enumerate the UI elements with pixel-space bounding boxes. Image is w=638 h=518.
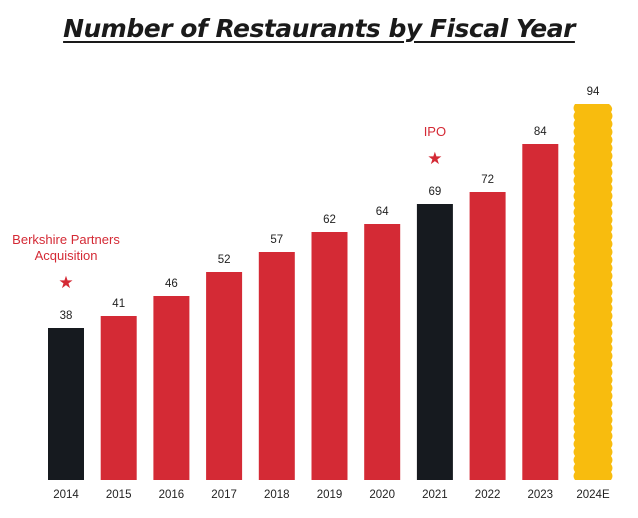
x-tick-2021: 2021 [422, 489, 448, 501]
x-tick-2015: 2015 [106, 489, 132, 501]
x-tick-2023: 2023 [528, 489, 554, 501]
x-axis-ticks: 2014 2015 2016 2017 2018 2019 2020 2021 2022 2023… [53, 489, 610, 501]
value-label-2014: 38 [60, 310, 73, 322]
bar-2015 [100, 316, 137, 480]
bars-layer [48, 104, 613, 480]
bar-2019 [311, 232, 348, 480]
annotation-star-2014: ★ [58, 273, 73, 293]
annotation-star-2021: ★ [427, 149, 442, 169]
bar-2020 [364, 224, 401, 480]
value-label-2021: 69 [429, 186, 442, 198]
value-labels-layer: 38 41 46 52 57 62 64 69 72 84 94 [60, 86, 600, 322]
x-tick-2020: 2020 [369, 489, 395, 501]
x-tick-2022: 2022 [475, 489, 501, 501]
x-tick-2014: 2014 [53, 489, 79, 501]
value-label-2023: 84 [534, 126, 547, 138]
bar-2014 [48, 328, 84, 480]
x-tick-2017: 2017 [211, 489, 237, 501]
x-tick-2024E: 2024E [576, 489, 610, 501]
value-label-2016: 46 [165, 278, 178, 290]
bar-2024E [573, 104, 613, 480]
x-tick-2018: 2018 [264, 489, 290, 501]
bar-2022 [469, 192, 506, 480]
bar-2016 [153, 296, 190, 480]
value-label-2024E: 94 [587, 86, 600, 98]
value-label-2020: 64 [376, 206, 389, 218]
annotation-text-2014-0: Berkshire Partners [12, 232, 120, 247]
bar-2017 [206, 272, 243, 480]
bar-2023 [522, 144, 559, 480]
value-label-2017: 52 [218, 254, 231, 266]
chart-title: Number of Restaurants by Fiscal Year [63, 14, 575, 43]
value-label-2022: 72 [481, 174, 494, 186]
value-label-2018: 57 [270, 234, 283, 246]
annotation-text-2021-0: IPO [424, 124, 446, 139]
bar-2021 [416, 204, 453, 480]
annotation-text-2014-1: Acquisition [35, 248, 98, 263]
x-tick-2016: 2016 [159, 489, 185, 501]
bar-2018 [258, 252, 295, 480]
value-label-2015: 41 [112, 298, 125, 310]
value-label-2019: 62 [323, 214, 336, 226]
x-tick-2019: 2019 [317, 489, 343, 501]
